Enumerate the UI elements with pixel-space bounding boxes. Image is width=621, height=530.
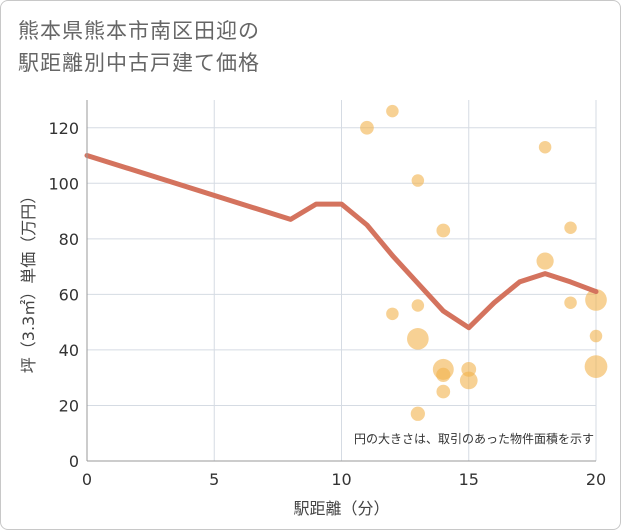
bubble-16	[564, 296, 577, 309]
bubble-7	[436, 223, 451, 238]
bubble-1	[386, 104, 399, 118]
y-tick-label-3: 60	[59, 285, 79, 304]
bubble-9	[436, 367, 451, 383]
trend-line	[84, 153, 599, 331]
x-axis-title: 駅距離（分）	[293, 499, 389, 518]
bubble-3	[411, 174, 425, 187]
bubble-0	[360, 120, 374, 135]
bubble-17	[585, 289, 607, 311]
bubble-13	[538, 140, 552, 154]
size-note: 円の大きさは、取引のあった物件面積を示す	[354, 431, 594, 446]
y-tick-label-6: 120	[48, 119, 79, 138]
bubble-19	[584, 355, 608, 378]
tick-labels: 0 5 10 15 20 0 20 40 60 80 100 120	[48, 119, 606, 489]
bubble-10	[436, 384, 451, 399]
y-tick-label-4: 80	[59, 230, 79, 249]
x-tick-label-1: 5	[209, 470, 219, 489]
bubble-5	[407, 327, 429, 350]
y-tick-label-2: 40	[59, 341, 79, 360]
y-tick-label-1: 20	[59, 396, 79, 415]
bubble-6	[410, 406, 425, 421]
x-tick-label-3: 15	[459, 470, 479, 489]
y-tick-label-5: 100	[48, 174, 79, 193]
chart-title-line-2: 駅距離別中古戸建て価格	[18, 51, 260, 75]
bubble-series	[360, 104, 608, 421]
chart-title: 熊本県熊本市南区田迎の 駅距離別中古戸建て価格	[18, 15, 578, 79]
bubble-4	[411, 299, 425, 312]
x-tick-label-4: 20	[586, 470, 606, 489]
axes	[86, 100, 596, 462]
y-axis-title: 坪（3.3㎡）単価（万円）	[19, 188, 38, 373]
bubble-14	[536, 252, 554, 270]
bubble-18	[589, 329, 603, 343]
bubble-12	[459, 371, 478, 390]
x-tick-label-0: 0	[82, 470, 92, 489]
bubble-15	[564, 221, 577, 234]
x-tick-label-2: 10	[331, 470, 351, 489]
grid-lines	[87, 100, 597, 461]
bubble-2	[386, 307, 399, 321]
chart-title-line-1: 熊本県熊本市南区田迎の	[18, 19, 260, 43]
y-tick-label-0: 0	[69, 452, 79, 471]
